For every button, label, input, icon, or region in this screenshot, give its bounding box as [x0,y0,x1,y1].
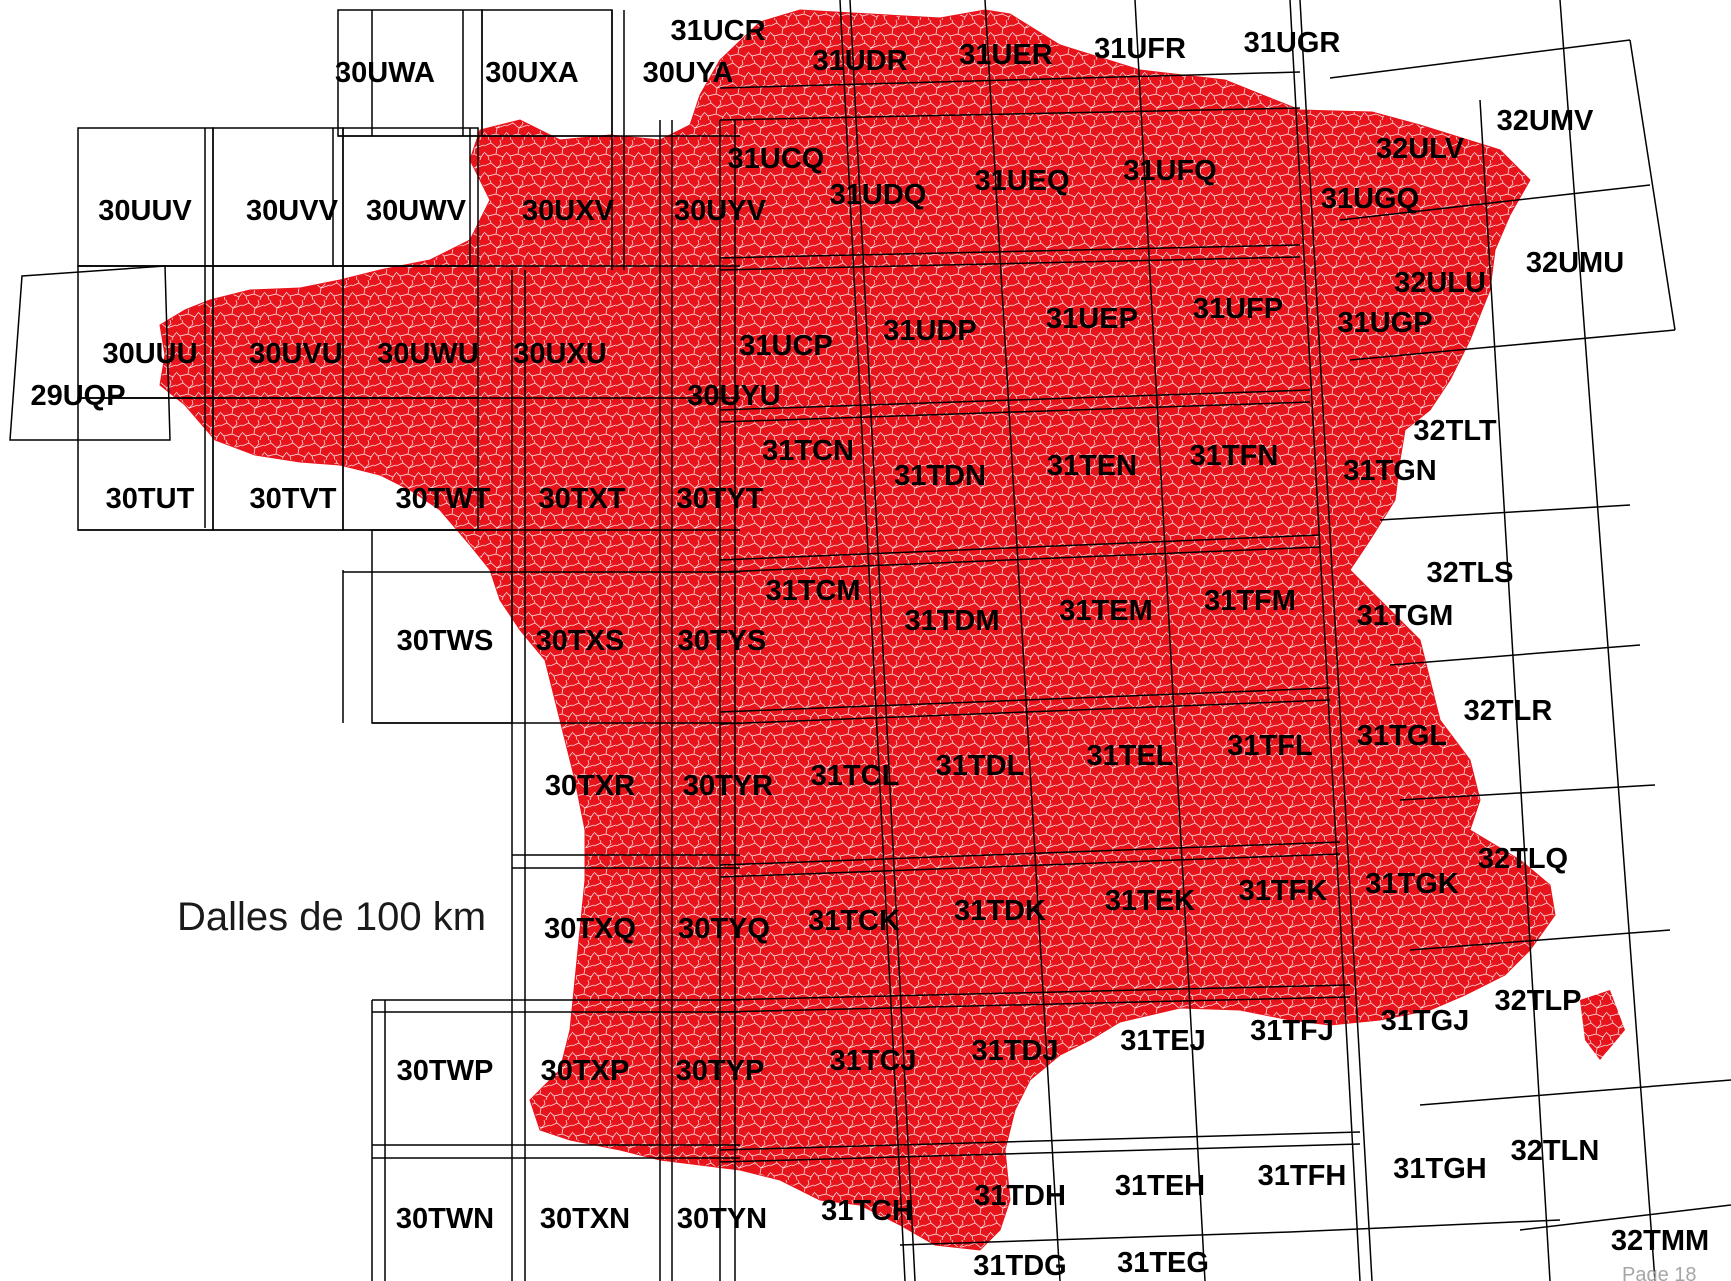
tile-label-31uer: 31UER [959,39,1053,71]
tile-label-31ueq: 31UEQ [974,165,1069,197]
tile-label-32ulv: 32ULV [1376,133,1465,165]
tile-label-31tgn: 31TGN [1343,455,1436,487]
tile-label-31teh: 31TEH [1115,1170,1205,1202]
tile-label-30tvt: 30TVT [249,483,336,515]
tile-label-31tel: 31TEL [1086,740,1173,772]
tile-label-31tek: 31TEK [1105,885,1195,917]
tile-label-29uqp: 29UQP [30,380,125,412]
tile-label-30uvv: 30UVV [246,195,339,227]
tile-label-30uya: 30UYA [643,57,734,89]
tile-label-30typ: 30TYP [676,1055,765,1087]
tile-label-31teg: 31TEG [1117,1247,1209,1279]
tile-label-30txr: 30TXR [545,770,635,802]
page-number: Page 18 [1622,1264,1697,1281]
tile-label-32ulu: 32ULU [1394,267,1486,299]
tile-label-31tch: 31TCH [821,1195,913,1227]
tile-label-31tem: 31TEM [1059,595,1152,627]
tile-label-31udq: 31UDQ [830,179,927,211]
tile-label-30uxa: 30UXA [485,57,579,89]
tile-label-31tfl: 31TFL [1227,730,1312,762]
tile-label-30twt: 30TWT [395,483,490,515]
tile-label-30txs: 30TXS [536,625,625,657]
tile-label-30tyq: 30TYQ [678,913,770,945]
tile-label-30txn: 30TXN [540,1203,630,1235]
france-landmass [159,9,1556,1251]
tile-label-30uwv: 30UWV [366,195,467,227]
tile-label-31tcm: 31TCM [765,575,860,607]
tile-label-32umv: 32UMV [1497,105,1594,137]
corsica-hint [1580,990,1625,1060]
tile-grid [9,0,1731,1281]
caption-text: Dalles de 100 km [177,895,487,939]
tile-label-30uyu: 30UYU [687,380,781,412]
tile-label-31tdk: 31TDK [954,895,1046,927]
tile-label-31tcl: 31TCL [811,760,900,792]
tile-label-30tyr: 30TYR [683,770,773,802]
tile-label-31ufr: 31UFR [1094,33,1186,65]
tile-label-30uwu: 30UWU [377,338,479,370]
tile-label-30uyv: 30UYV [674,195,767,227]
tile-label-31tcn: 31TCN [762,435,854,467]
tile-label-30uxu: 30UXU [513,338,607,370]
tile-label-30tut: 30TUT [106,483,195,515]
tile-label-30txt: 30TXT [538,483,625,515]
tile-label-31ugp: 31UGP [1337,307,1432,339]
tile-label-30twn: 30TWN [396,1203,494,1235]
tile-label-32tlt: 32TLT [1413,415,1497,447]
tile-label-31ugq: 31UGQ [1321,183,1419,215]
tile-label-31udp: 31UDP [883,315,977,347]
tile-label-32tlp: 32TLP [1494,985,1581,1017]
tile-label-31tck: 31TCK [808,905,900,937]
tile-label-32tlr: 32TLR [1464,695,1553,727]
tile-label-31tfn: 31TFN [1190,440,1279,472]
tile-label-30txq: 30TXQ [544,913,636,945]
tile-label-31tfm: 31TFM [1204,585,1296,617]
tile-labels: 30UWA 30UXA 30UYA 31UCR 31UDR 31UER 31UFR 31UGR… [30,15,1709,1281]
tile-label-31tdn: 31TDN [894,460,986,492]
tile-label-31tgl: 31TGL [1357,720,1447,752]
tile-label-32tln: 32TLN [1511,1135,1600,1167]
tile-label-31tdj: 31TDJ [971,1035,1058,1067]
tile-label-31tcj: 31TCJ [829,1045,916,1077]
tile-label-30uuu: 30UUU [102,338,197,370]
tile-label-31udr: 31UDR [812,45,907,77]
tile-label-31tgj: 31TGJ [1381,1005,1470,1037]
tile-label-32tmm: 32TMM [1611,1225,1709,1257]
tile-label-31tgm: 31TGM [1357,600,1454,632]
tile-label-31tfh: 31TFH [1258,1160,1347,1192]
tile-label-31ufq: 31UFQ [1123,155,1216,187]
tile-label-31tdm: 31TDM [904,605,999,637]
tile-label-30uwa: 30UWA [335,57,435,89]
tile-label-31tfk: 31TFK [1239,875,1328,907]
tile-label-30twp: 30TWP [397,1055,494,1087]
tile-label-31tdh: 31TDH [974,1180,1066,1212]
tile-label-31ufp: 31UFP [1193,293,1283,325]
tile-label-30txp: 30TXP [541,1055,630,1087]
tile-label-31ucr: 31UCR [670,15,765,47]
tile-label-30uuv: 30UUV [98,195,192,227]
tile-label-31tdg: 31TDG [973,1250,1066,1281]
tile-label-31ugr: 31UGR [1244,27,1341,59]
tile-label-31tgk: 31TGK [1365,868,1459,900]
tile-label-30tyt: 30TYT [676,483,763,515]
tile-label-31tfj: 31TFJ [1250,1015,1334,1047]
tile-label-31tgh: 31TGH [1393,1153,1486,1185]
tile-label-30uxv: 30UXV [522,195,615,227]
tile-label-31tej: 31TEJ [1120,1025,1205,1057]
tile-label-31ten: 31TEN [1047,450,1137,482]
tile-label-30tws: 30TWS [397,625,494,657]
tile-label-31tdl: 31TDL [936,750,1025,782]
tile-label-31uep: 31UEP [1046,303,1138,335]
tile-label-30uvu: 30UVU [249,338,343,370]
tile-label-31ucp: 31UCP [739,330,833,362]
tile-label-30tys: 30TYS [678,625,767,657]
tile-label-30tyn: 30TYN [677,1203,767,1235]
tile-label-31ucq: 31UCQ [728,143,825,175]
tile-label-32tls: 32TLS [1426,557,1513,589]
tile-label-32umu: 32UMU [1526,247,1624,279]
tile-label-32tlq: 32TLQ [1478,843,1568,875]
